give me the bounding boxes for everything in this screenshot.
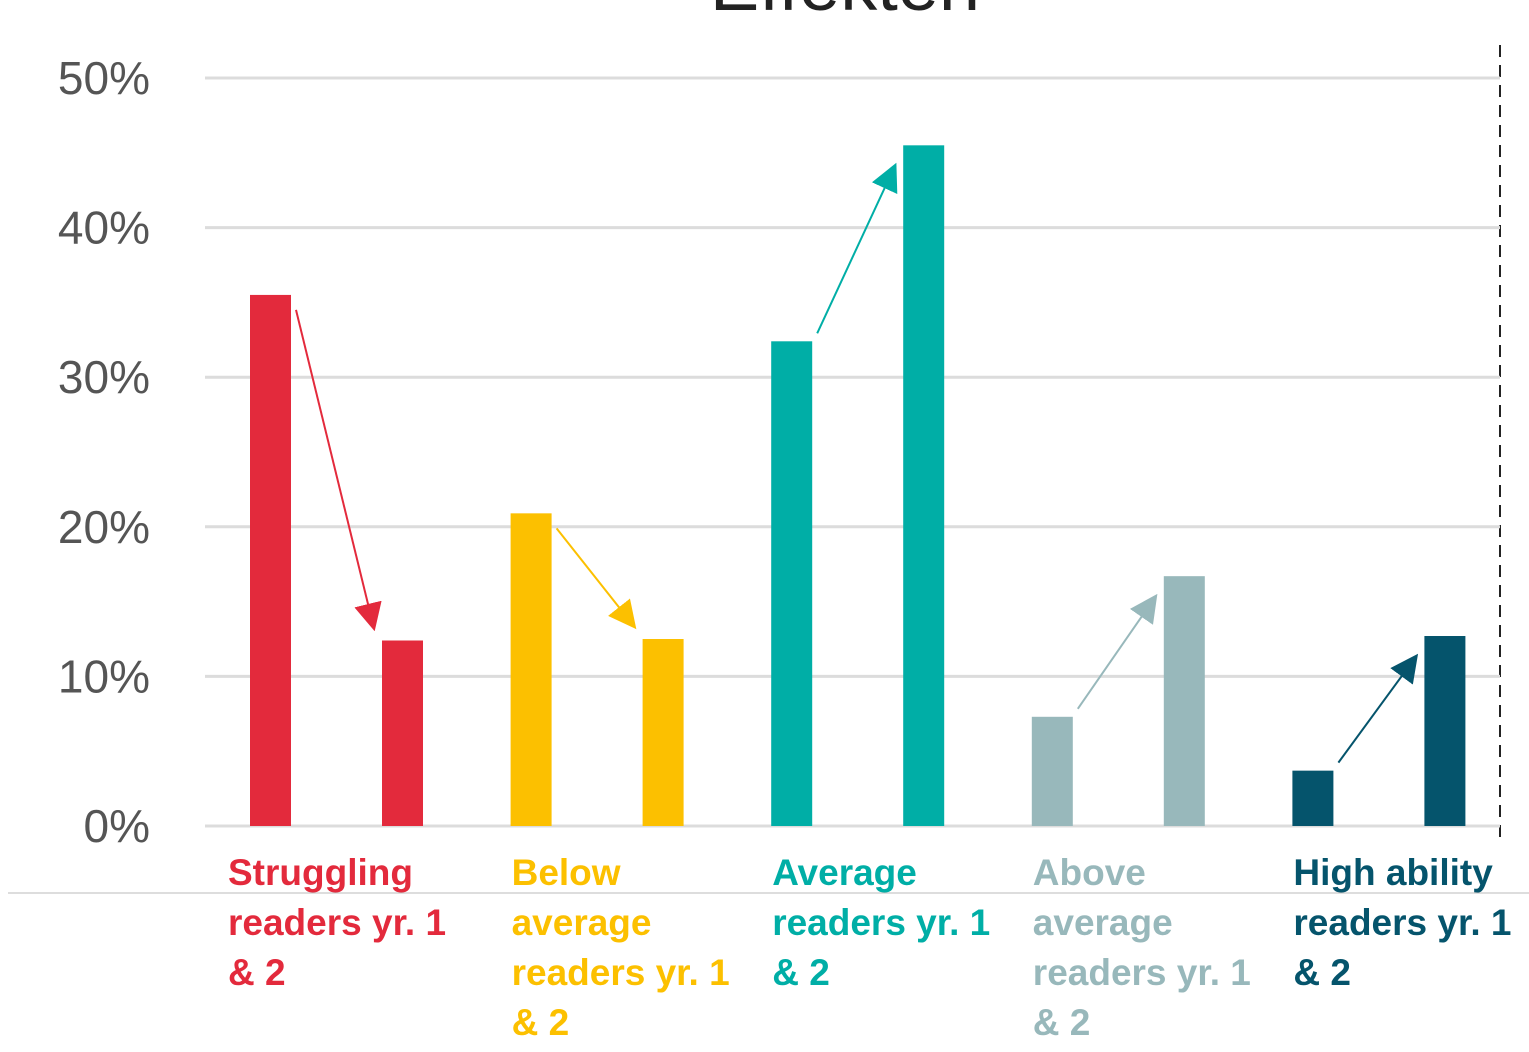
category-label: Struggling readers yr. 1 & 2	[228, 852, 447, 993]
bar	[1424, 636, 1466, 826]
bar	[642, 639, 684, 826]
y-tick-label: 0%	[84, 800, 150, 852]
category-label: Average readers yr. 1 & 2	[772, 852, 991, 993]
y-tick-label: 30%	[58, 351, 150, 403]
bar	[903, 145, 945, 826]
category-label: Below average readers yr. 1 & 2	[511, 852, 730, 1043]
y-tick-label: 40%	[58, 202, 150, 254]
bar	[1163, 576, 1205, 826]
trend-arrow	[816, 162, 898, 334]
bar	[510, 513, 552, 826]
chart-title: Effekten	[710, 0, 980, 26]
trend-arrow	[1337, 653, 1419, 764]
bar	[1292, 770, 1334, 826]
trend-arrow	[1076, 593, 1158, 710]
bar	[771, 341, 813, 826]
y-tick-label: 20%	[58, 501, 150, 553]
bar	[382, 640, 423, 826]
category-label: High ability readers yr. 1 & 2	[1293, 852, 1512, 993]
bar	[250, 294, 291, 826]
y-tick-label: 10%	[58, 650, 150, 702]
y-tick-label: 50%	[58, 52, 150, 104]
trend-arrow	[295, 309, 382, 632]
bar	[1031, 716, 1073, 826]
trend-arrow	[555, 527, 637, 630]
category-label: Above average readers yr. 1 & 2	[1032, 852, 1251, 1043]
